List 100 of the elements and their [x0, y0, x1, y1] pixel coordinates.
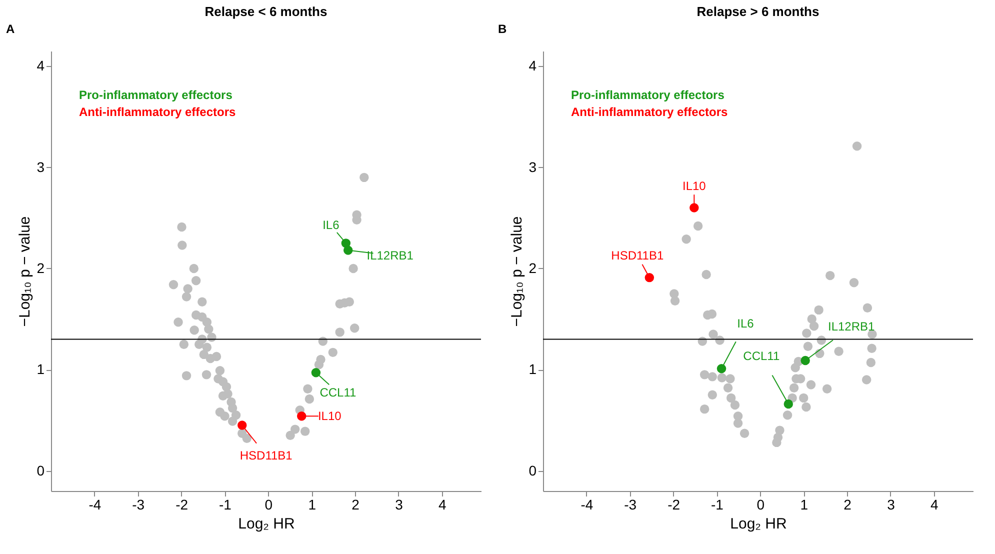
point — [212, 352, 222, 362]
point — [204, 324, 214, 334]
point — [199, 350, 208, 360]
y-axis-title: −Log₁₀ p − value — [16, 216, 34, 327]
point — [191, 276, 201, 286]
point — [800, 356, 810, 366]
point — [772, 438, 782, 448]
point — [784, 399, 794, 409]
point — [798, 393, 808, 403]
x-axis-title: Log₂ HR — [238, 516, 296, 532]
y-tick-label: 3 — [528, 158, 537, 175]
x-tick-label: 1 — [308, 496, 316, 512]
annotation: CCL11 — [320, 386, 357, 400]
point — [723, 383, 733, 392]
point — [183, 284, 192, 294]
point — [178, 240, 187, 250]
annotation: IL12RB1 — [366, 248, 414, 262]
point — [782, 410, 792, 420]
point — [179, 340, 189, 349]
point — [802, 402, 811, 412]
point — [242, 434, 252, 444]
point — [314, 360, 324, 370]
point — [198, 297, 207, 306]
point — [190, 326, 199, 335]
point — [297, 412, 306, 421]
point — [740, 428, 750, 438]
annotation: CCL11 — [743, 349, 780, 364]
point — [174, 317, 183, 327]
x-tick-label: -2 — [668, 496, 680, 512]
annotation: IL6 — [322, 218, 340, 232]
point — [716, 364, 726, 374]
point — [834, 346, 844, 356]
point — [168, 280, 178, 290]
point — [177, 222, 186, 232]
point — [730, 400, 740, 410]
point — [867, 344, 876, 353]
text: B — [498, 22, 507, 36]
point — [220, 412, 230, 421]
point — [189, 264, 199, 274]
x-tick-label: 4 — [438, 496, 447, 512]
point — [802, 328, 812, 338]
point — [868, 330, 877, 339]
x-tick-label: 4 — [930, 496, 939, 512]
text: Pro-inflammatory effectors — [571, 88, 725, 102]
point — [866, 358, 876, 368]
point — [789, 383, 799, 392]
point — [335, 328, 344, 337]
point — [343, 246, 353, 255]
point — [790, 362, 800, 372]
x-tick-label: 2 — [352, 496, 360, 512]
point — [700, 370, 710, 380]
x-tick-label: 0 — [756, 496, 765, 512]
point — [690, 203, 699, 212]
x-tick-label: 2 — [844, 496, 852, 512]
point — [707, 309, 717, 319]
text: Pro-inflammatory effectors — [79, 88, 233, 102]
y-tick-label: 4 — [36, 58, 45, 74]
y-tick-label: 0 — [36, 462, 45, 478]
point — [726, 393, 736, 403]
x-tick-label: 3 — [887, 496, 896, 512]
point — [702, 270, 711, 280]
point — [348, 264, 358, 274]
annotation: HSD11B1 — [611, 248, 664, 263]
point — [304, 394, 314, 404]
point — [852, 141, 862, 151]
point — [849, 278, 859, 288]
x-tick-label: -3 — [624, 496, 637, 512]
point — [228, 416, 238, 426]
point — [311, 368, 321, 378]
chart-title: Relapse > 6 months — [696, 4, 820, 19]
point — [182, 292, 192, 302]
y-axis-title: −Log₁₀ p − value — [508, 216, 526, 327]
point — [223, 389, 232, 398]
x-axis-title: Log₂ HR — [730, 516, 788, 532]
point — [708, 330, 718, 339]
point — [286, 430, 295, 440]
point — [717, 373, 727, 382]
x-tick-label: -1 — [711, 496, 724, 512]
point — [803, 342, 813, 351]
x-tick-label: 3 — [395, 496, 404, 512]
point — [700, 404, 710, 414]
x-tick-label: -4 — [88, 496, 102, 512]
y-tick-label: 2 — [528, 260, 537, 276]
point — [726, 374, 735, 384]
point — [350, 324, 360, 333]
x-tick-label: 0 — [264, 496, 273, 512]
y-tick-label: 3 — [36, 158, 45, 175]
point — [360, 172, 369, 182]
y-tick-label: 0 — [528, 462, 537, 478]
text: Anti-inflammatory effectors — [79, 105, 236, 119]
x-tick-label: -4 — [580, 496, 594, 512]
point — [814, 305, 824, 315]
point — [202, 342, 212, 352]
annotation: IL6 — [737, 316, 754, 331]
point — [693, 221, 703, 231]
point — [862, 303, 872, 313]
point — [228, 403, 238, 413]
point — [682, 234, 691, 244]
point — [806, 380, 816, 390]
point — [822, 384, 832, 394]
